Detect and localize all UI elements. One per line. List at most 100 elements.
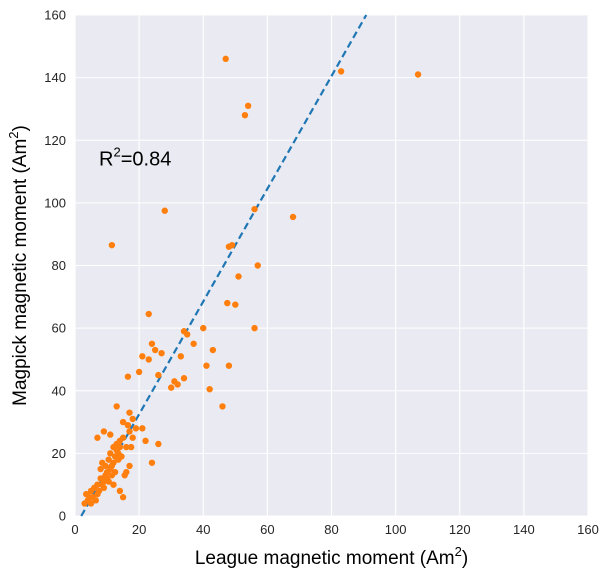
- data-point: [124, 421, 132, 429]
- x-tick-label: 20: [132, 522, 146, 537]
- y-axis-label: Magpick magnetic moment (Am2): [6, 125, 31, 406]
- y-tick-label: 0: [59, 509, 66, 524]
- data-point: [145, 356, 152, 363]
- data-point: [92, 497, 100, 504]
- data-point: [180, 375, 188, 382]
- data-point: [119, 418, 127, 426]
- data-point: [94, 481, 101, 488]
- y-tick-label: 60: [52, 321, 66, 336]
- x-tick-label: 120: [449, 522, 471, 537]
- y-axis-label-tail: ): [10, 125, 31, 131]
- data-point: [116, 487, 124, 495]
- data-point: [225, 362, 233, 369]
- y-tick-label: 160: [44, 8, 66, 23]
- data-point: [151, 346, 159, 354]
- y-tick-label: 40: [52, 383, 66, 398]
- data-point: [129, 415, 136, 423]
- data-point: [100, 484, 108, 492]
- x-tick-label: 140: [513, 522, 535, 537]
- y-axis-label-sup: 2: [6, 131, 21, 138]
- data-point: [244, 102, 252, 110]
- data-point: [118, 453, 125, 460]
- data-point: [126, 409, 133, 416]
- data-points: [81, 55, 422, 507]
- data-point: [232, 301, 239, 308]
- data-point: [110, 481, 117, 488]
- annotation-main: R: [99, 148, 113, 170]
- x-tick-label: 0: [71, 522, 78, 537]
- x-tick-label: 40: [196, 522, 210, 537]
- data-point: [102, 462, 109, 470]
- data-point: [251, 205, 258, 213]
- data-point: [94, 434, 101, 441]
- data-point: [145, 310, 152, 318]
- data-point: [139, 353, 146, 360]
- annotation-tail: =0.84: [121, 148, 172, 170]
- data-point: [126, 462, 133, 470]
- grid-lines: [74, 14, 589, 517]
- data-point: [116, 443, 124, 451]
- y-tick-label: 120: [44, 133, 66, 148]
- x-axis-label-tail: ): [462, 548, 468, 569]
- data-point: [235, 273, 242, 280]
- data-point: [100, 428, 108, 435]
- data-point: [251, 324, 258, 332]
- data-point: [167, 384, 175, 391]
- y-tick-label: 20: [52, 446, 66, 461]
- data-point: [135, 368, 143, 376]
- data-point: [139, 425, 146, 432]
- data-point: [124, 373, 132, 380]
- data-point: [209, 346, 217, 354]
- data-point: [206, 385, 213, 393]
- data-point: [108, 241, 116, 249]
- data-point: [148, 459, 156, 466]
- data-point: [126, 428, 133, 435]
- data-point: [113, 403, 120, 410]
- x-axis-label-sup: 2: [455, 544, 462, 559]
- data-point: [224, 299, 231, 307]
- y-tick-label: 100: [44, 195, 66, 210]
- data-point: [119, 434, 127, 441]
- annotation-sup: 2: [114, 144, 121, 159]
- y-tick-label: 80: [52, 258, 66, 273]
- y-axis-label-main: Magpick magnetic moment (Am: [10, 139, 31, 406]
- data-point: [200, 324, 207, 332]
- data-point: [105, 456, 112, 463]
- data-point: [110, 459, 117, 466]
- x-tick-label: 100: [385, 522, 407, 537]
- data-point: [127, 443, 135, 451]
- data-point: [228, 241, 236, 249]
- data-point: [132, 425, 140, 432]
- data-point: [219, 403, 226, 410]
- data-point: [107, 450, 114, 457]
- data-point: [105, 478, 112, 485]
- data-point: [111, 468, 119, 476]
- fit-line: [80, 14, 368, 517]
- data-point: [254, 262, 261, 269]
- data-point: [289, 213, 297, 221]
- x-tick-label: 80: [324, 522, 338, 537]
- data-point: [123, 443, 130, 451]
- data-point: [87, 500, 95, 507]
- data-point: [142, 437, 149, 445]
- data-point: [148, 340, 156, 347]
- x-axis-label: League magnetic moment (Am2): [195, 544, 468, 569]
- data-point: [158, 349, 165, 357]
- data-point: [190, 340, 197, 347]
- data-point: [241, 112, 249, 119]
- data-point: [107, 431, 114, 438]
- y-tick-label: 140: [44, 70, 66, 85]
- data-point: [184, 331, 191, 338]
- data-point: [95, 487, 103, 495]
- data-point: [222, 55, 229, 63]
- x-tick-labels: 0 20 40 60 80 100 120 140 160: [71, 522, 598, 537]
- data-point: [129, 434, 136, 441]
- data-point: [177, 353, 185, 360]
- data-point: [414, 71, 422, 78]
- data-point: [337, 68, 345, 75]
- data-point: [119, 494, 127, 501]
- r-squared-annotation: R2=0.84: [99, 144, 171, 170]
- data-point: [97, 465, 104, 473]
- x-tick-label: 160: [577, 522, 599, 537]
